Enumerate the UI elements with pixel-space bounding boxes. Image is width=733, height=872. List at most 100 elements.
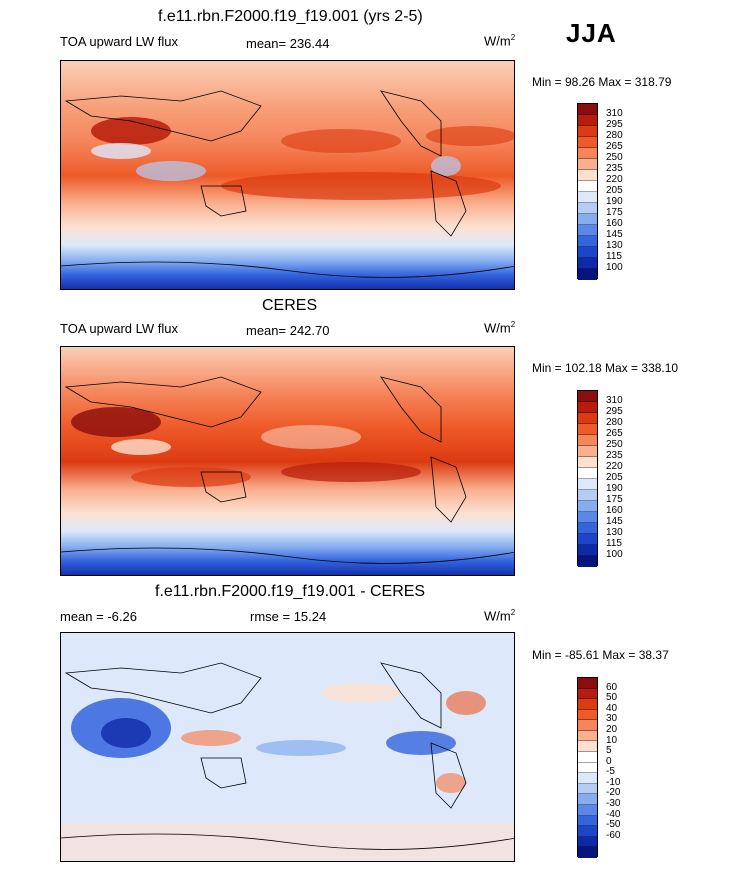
- colorbar-swatch: [578, 115, 597, 126]
- colorbar-swatch: [578, 104, 597, 115]
- panel-3-colorbar: [577, 677, 598, 858]
- colorbar-swatch: [578, 159, 597, 170]
- colorbar-label: 175: [606, 207, 623, 218]
- colorbar-label: 0: [606, 755, 612, 767]
- colorbar-swatch: [578, 794, 597, 805]
- colorbar-swatch: [578, 457, 597, 468]
- colorbar-label: 310: [606, 108, 623, 119]
- colorbar-label: 5: [606, 745, 612, 757]
- panel-2-title: CERES: [262, 297, 318, 314]
- colorbar-label: 220: [606, 461, 623, 472]
- colorbar-swatch: [578, 468, 597, 479]
- colorbar-swatch: [578, 523, 597, 534]
- panel-2-mean: mean= 242.70: [246, 323, 330, 338]
- colorbar-swatch: [578, 424, 597, 435]
- colorbar-swatch: [578, 258, 597, 269]
- panel-3-units: W/m2: [484, 608, 516, 624]
- colorbar-swatch: [578, 752, 597, 763]
- panel-3-title: f.e11.rbn.F2000.f19_f19.001 - CERES: [155, 583, 426, 600]
- colorbar-swatch: [578, 192, 597, 203]
- colorbar-label: -5: [606, 766, 615, 778]
- panel-3-map: [60, 632, 515, 862]
- panel-1-colorbar: [577, 103, 598, 280]
- colorbar-label: 100: [606, 549, 623, 560]
- colorbar-label: 235: [606, 450, 623, 461]
- colorbar-swatch: [578, 699, 597, 710]
- colorbar-label: -10: [606, 776, 621, 788]
- colorbar-label: 130: [606, 240, 623, 251]
- panel-2-map: [60, 346, 515, 576]
- panel-1-title: f.e11.rbn.F2000.f19_f19.001 (yrs 2-5): [158, 8, 423, 25]
- colorbar-label: 265: [606, 141, 623, 152]
- panel-2-left-label: TOA upward LW flux: [60, 321, 179, 336]
- colorbar-label: 190: [606, 196, 623, 207]
- colorbar-label: 265: [606, 428, 623, 439]
- colorbar-swatch: [578, 730, 597, 742]
- colorbar-label: 130: [606, 527, 623, 538]
- colorbar-label: 280: [606, 130, 623, 141]
- colorbar-label: 40: [606, 702, 618, 714]
- colorbar-swatch: [578, 148, 597, 159]
- panel-2-units: W/m2: [484, 320, 516, 336]
- colorbar-swatch: [578, 446, 597, 457]
- colorbar-swatch: [578, 402, 597, 413]
- panel-2-colorbar: [577, 390, 598, 567]
- colorbar-swatch: [578, 556, 597, 567]
- colorbar-swatch: [578, 479, 597, 490]
- panel-1-units: W/m2: [484, 33, 516, 49]
- colorbar-swatch: [578, 826, 597, 837]
- colorbar-swatch: [578, 783, 597, 795]
- colorbar-label: 160: [606, 505, 623, 516]
- colorbar-label: 50: [606, 692, 618, 704]
- colorbar-swatch: [578, 490, 597, 501]
- colorbar-label: 10: [606, 734, 618, 746]
- colorbar-swatch: [578, 512, 597, 523]
- colorbar-label: 115: [606, 251, 622, 262]
- colorbar-swatch: [578, 501, 597, 512]
- colorbar-swatch: [578, 269, 597, 280]
- season-label: JJA: [566, 18, 617, 48]
- colorbar-label: 250: [606, 439, 623, 450]
- colorbar-label: 30: [606, 713, 618, 725]
- colorbar-label: 100: [606, 262, 623, 273]
- colorbar-swatch: [578, 534, 597, 545]
- colorbar-swatch: [578, 545, 597, 556]
- colorbar-swatch: [578, 836, 597, 848]
- colorbar-label: 310: [606, 395, 623, 406]
- panel-2-minmax: Min = 102.18 Max = 338.10: [532, 361, 679, 375]
- colorbar-swatch: [578, 225, 597, 236]
- colorbar-label: 145: [606, 229, 623, 240]
- panel-1-map: [60, 60, 515, 290]
- colorbar-label: 205: [606, 472, 623, 483]
- colorbar-swatch: [578, 773, 597, 784]
- colorbar-swatch: [578, 435, 597, 446]
- colorbar-label: 295: [606, 406, 623, 417]
- panel-3-mean: mean = -6.26: [60, 609, 137, 624]
- colorbar-swatch: [578, 236, 597, 247]
- colorbar-swatch: [578, 815, 597, 827]
- panel-3-minmax: Min = -85.61 Max = 38.37: [532, 648, 669, 662]
- colorbar-label: 60: [606, 681, 618, 693]
- panel-1-left-label: TOA upward LW flux: [60, 34, 179, 49]
- colorbar-label: 250: [606, 152, 623, 163]
- colorbar-swatch: [578, 804, 597, 816]
- colorbar-label: 205: [606, 185, 623, 196]
- colorbar-label: 235: [606, 163, 623, 174]
- colorbar-swatch: [578, 678, 597, 689]
- colorbar-label: -40: [606, 808, 621, 820]
- colorbar-swatch: [578, 413, 597, 424]
- colorbar-swatch: [578, 762, 597, 774]
- colorbar-label: 160: [606, 218, 623, 229]
- colorbar-label: -60: [606, 829, 621, 841]
- panel-3-rmse: rmse = 15.24: [250, 609, 327, 624]
- colorbar-label: 280: [606, 417, 623, 428]
- panel-1-minmax: Min = 98.26 Max = 318.79: [532, 75, 672, 89]
- colorbar-swatch: [578, 847, 597, 858]
- colorbar-swatch: [578, 741, 597, 753]
- colorbar-label: 145: [606, 516, 623, 527]
- colorbar-swatch: [578, 214, 597, 225]
- colorbar-swatch: [578, 203, 597, 214]
- colorbar-swatch: [578, 688, 597, 700]
- colorbar-label: -50: [606, 819, 621, 831]
- colorbar-label: 190: [606, 483, 623, 494]
